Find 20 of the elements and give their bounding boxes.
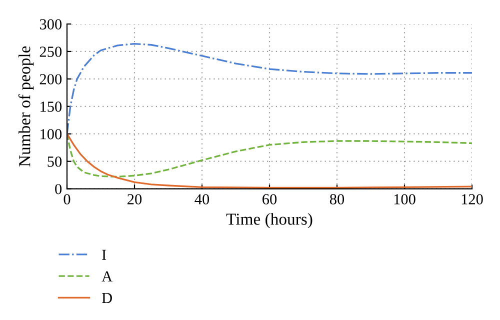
x-tick-label: 0	[64, 194, 70, 204]
legend-label: A	[102, 271, 112, 282]
x-tick-label: 100	[394, 194, 416, 204]
x-tick-label: 80	[330, 194, 344, 204]
y-tick-label: 0	[55, 184, 62, 194]
y-tick-label: 150	[40, 102, 62, 112]
x-axis-title: Time (hours)	[226, 213, 312, 228]
y-tick-label: 50	[48, 156, 62, 167]
x-tick-label: 120	[462, 194, 483, 204]
y-tick-label: 250	[40, 46, 62, 57]
y-tick-label: 200	[40, 74, 62, 84]
legend-label: I	[102, 250, 106, 260]
x-tick-label: 60	[262, 194, 277, 204]
line-series	[67, 42, 472, 135]
y-tick-label: 100	[40, 129, 62, 140]
x-tick-label: 20	[128, 194, 142, 204]
legend-label: D	[102, 292, 112, 304]
x-tick-label: 40	[194, 194, 210, 204]
y-axis-title: Number of people	[18, 46, 34, 167]
y-tick-label: 300	[40, 19, 62, 30]
